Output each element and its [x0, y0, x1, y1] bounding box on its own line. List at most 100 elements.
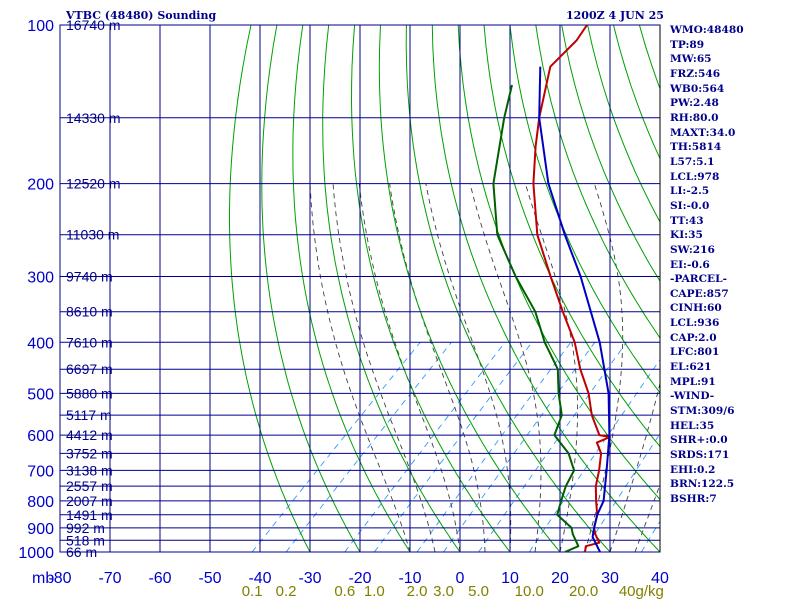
sounding-traces [492, 25, 611, 552]
index-item: BRN:122.5 [670, 478, 735, 491]
temperature-tick-label: 40 [651, 570, 669, 587]
grid-lines [59, 24, 661, 553]
mixing-ratio-tick-label: 1.0 [364, 583, 385, 600]
temperature-tick-label: 10 [501, 570, 519, 587]
mixing-ratio-tick-label: 2.0 [407, 583, 428, 600]
height-label: 2557 m [66, 478, 113, 494]
pressure-tick-label: 200 [27, 177, 54, 194]
index-item: RH:80.0 [670, 111, 719, 124]
dry-adiabat-line [229, 25, 311, 552]
dry-adiabat-line [759, 1, 800, 563]
mixing-ratio-tick-label: 40g/kg [619, 583, 664, 600]
dry-adiabat-line [292, 25, 411, 552]
moist-adiabat-line [469, 183, 542, 552]
index-item: EHI:0.2 [670, 463, 716, 476]
temperature-tick-label: 20 [551, 570, 569, 587]
chart-title: VTBC (48480) Sounding [66, 9, 217, 22]
index-item: MAXT:34.0 [670, 126, 736, 139]
dewpoint-trace [492, 84, 580, 552]
height-label: 992 m [66, 520, 105, 536]
index-item: MW:65 [670, 53, 712, 66]
height-label: 518 m [66, 532, 105, 548]
height-label: 14330 m [66, 110, 120, 126]
pressure-tick-label: 400 [27, 335, 54, 352]
index-item: TT:43 [670, 214, 704, 227]
index-item: MPL:91 [670, 375, 716, 388]
index-item: CAPE:857 [670, 287, 729, 300]
index-item: PW:2.48 [670, 97, 719, 110]
index-item: LCL:978 [670, 170, 720, 183]
index-item: LI:-2.5 [670, 185, 710, 198]
index-item: WMO:48480 [670, 24, 744, 36]
mixing-ratio-tick-label: 5.0 [468, 583, 489, 600]
height-label: 16740 m [66, 17, 120, 33]
pressure-tick-label: 800 [27, 494, 54, 511]
height-label: 66 m [66, 544, 97, 560]
mixing-ratio-line [251, 342, 421, 552]
index-item: LFC:801 [670, 346, 720, 359]
height-label: 1491 m [66, 507, 113, 523]
dry-adiabat-line [734, 1, 800, 563]
temperature-tick-label: -30 [298, 570, 321, 587]
pressure-tick-label: 500 [27, 386, 54, 403]
temperature-tick-label: -60 [148, 570, 171, 587]
temperature-tick-label: -50 [198, 570, 221, 587]
temperature-tick-label: -70 [98, 570, 121, 587]
index-item: EI:-0.6 [670, 258, 710, 271]
moist-adiabat-line [425, 183, 512, 552]
pressure-tick-label: 300 [27, 269, 54, 286]
index-item: FRZ:546 [670, 67, 721, 80]
index-item: -WIND- [670, 390, 715, 403]
index-item: CAP:2.0 [670, 331, 717, 344]
index-item: KI:35 [670, 229, 703, 242]
height-label: 6697 m [66, 361, 113, 377]
index-item: TP:89 [670, 38, 705, 51]
height-label: 5117 m [66, 407, 112, 423]
temperature-tick-label: -80 [48, 570, 71, 587]
dry-adiabat-line [405, 25, 611, 552]
mixing-ratio-tick-label: 0.6 [334, 583, 355, 600]
height-label: 3138 m [66, 462, 113, 478]
mixing-ratio-tick-label: 0.2 [276, 583, 297, 600]
mixing-ratio-line [528, 358, 660, 552]
temperature-tick-label: 0 [456, 570, 465, 587]
mixing-ratio-tick-label: 10.0 [515, 583, 544, 600]
index-item: -PARCEL- [670, 273, 727, 286]
temperature-tick-label: -20 [348, 570, 371, 587]
moist-adiabat-line [524, 183, 579, 552]
index-item: SW:216 [670, 243, 715, 256]
mixing-ratio-tick-label: 3.0 [433, 583, 454, 600]
moist-adiabat-line [609, 381, 660, 552]
pressure-tick-label: 700 [27, 463, 54, 480]
index-item: SI:-0.0 [670, 199, 710, 212]
height-label: 3752 m [66, 445, 113, 461]
height-label: 4412 m [66, 427, 113, 443]
index-item: HEL:35 [670, 419, 715, 432]
index-item: CINH:60 [670, 302, 722, 315]
pressure-tick-label: 600 [27, 428, 54, 445]
mixing-ratio-tick-label: 0.1 [242, 583, 263, 600]
pressure-tick-label: 1000 [18, 545, 54, 562]
stability-indices-list: WMO:48480 TP:89 MW:65 FRZ:546 WB0:564 PW:2.48… [670, 23, 744, 507]
height-label: 8610 m [66, 304, 113, 320]
index-item: L57:5.1 [670, 155, 715, 168]
mixing-ratio-line [285, 342, 452, 552]
height-label: 7610 m [66, 334, 113, 350]
mixing-ratio-line [344, 342, 506, 552]
height-label: 11030 m [66, 227, 119, 243]
mixing-ratio-line [416, 342, 572, 552]
y-axis-label: mb [32, 570, 54, 587]
pressure-tick-label: 100 [27, 18, 54, 35]
index-item: SHR+:0.0 [670, 434, 728, 447]
index-item: EL:621 [670, 361, 712, 374]
moist-adiabat-line [332, 183, 436, 552]
index-item: TH:5814 [670, 141, 722, 154]
index-item: BSHR:7 [670, 493, 717, 505]
index-item: WB0:564 [670, 82, 725, 95]
mixing-ratio-tick-label: 20.0 [569, 583, 598, 600]
temperature-tick-label: -40 [248, 570, 271, 587]
index-item: SRDS:171 [670, 449, 730, 462]
axis-labels: 0.1 0.2 0.6 1.0 2.0 3.0 5.0 10.0 20.0 40g/kg10020… [18, 18, 669, 600]
